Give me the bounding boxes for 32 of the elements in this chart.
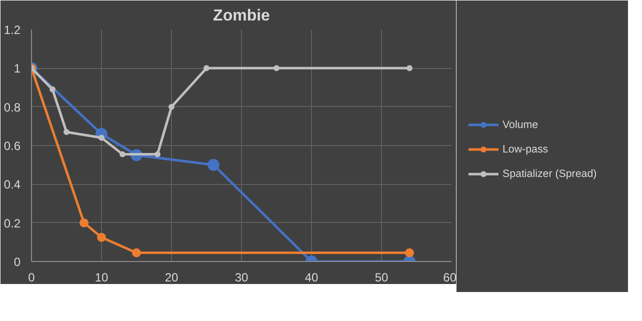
x-tick-label: 50	[374, 270, 388, 284]
point	[406, 65, 412, 72]
y-tick-label: 0	[14, 255, 21, 269]
y-tick-label: 0.2	[4, 216, 21, 230]
point	[132, 248, 141, 258]
point	[97, 232, 106, 242]
y-tick-label: 0.8	[4, 100, 21, 114]
point	[64, 128, 70, 135]
legend-label: Volume	[502, 118, 538, 131]
point	[80, 218, 88, 228]
x-tick-label: 40	[304, 270, 318, 284]
x-tick-label: 0	[28, 270, 36, 284]
legend-label: Spatializer (Spread)	[502, 168, 597, 180]
point	[98, 134, 104, 141]
point	[120, 151, 126, 158]
point	[274, 65, 280, 72]
chart-title: Zombie	[213, 8, 270, 24]
x-tick-label: 20	[164, 270, 178, 284]
point	[405, 248, 414, 258]
y-tick-label: 1.2	[4, 23, 21, 37]
x-tick-label: 30	[234, 270, 248, 284]
point	[168, 104, 174, 110]
y-tick-label: 1	[14, 62, 21, 76]
y-tick-label: 0.6	[4, 139, 21, 153]
point	[204, 65, 210, 72]
y-tick-label: 0.4	[4, 178, 21, 192]
legend-label: Low-pass	[502, 144, 548, 156]
point	[208, 158, 220, 171]
point	[154, 151, 160, 158]
x-tick-label: 60	[443, 270, 457, 284]
x-tick-label: 10	[94, 270, 108, 284]
point	[50, 86, 56, 92]
